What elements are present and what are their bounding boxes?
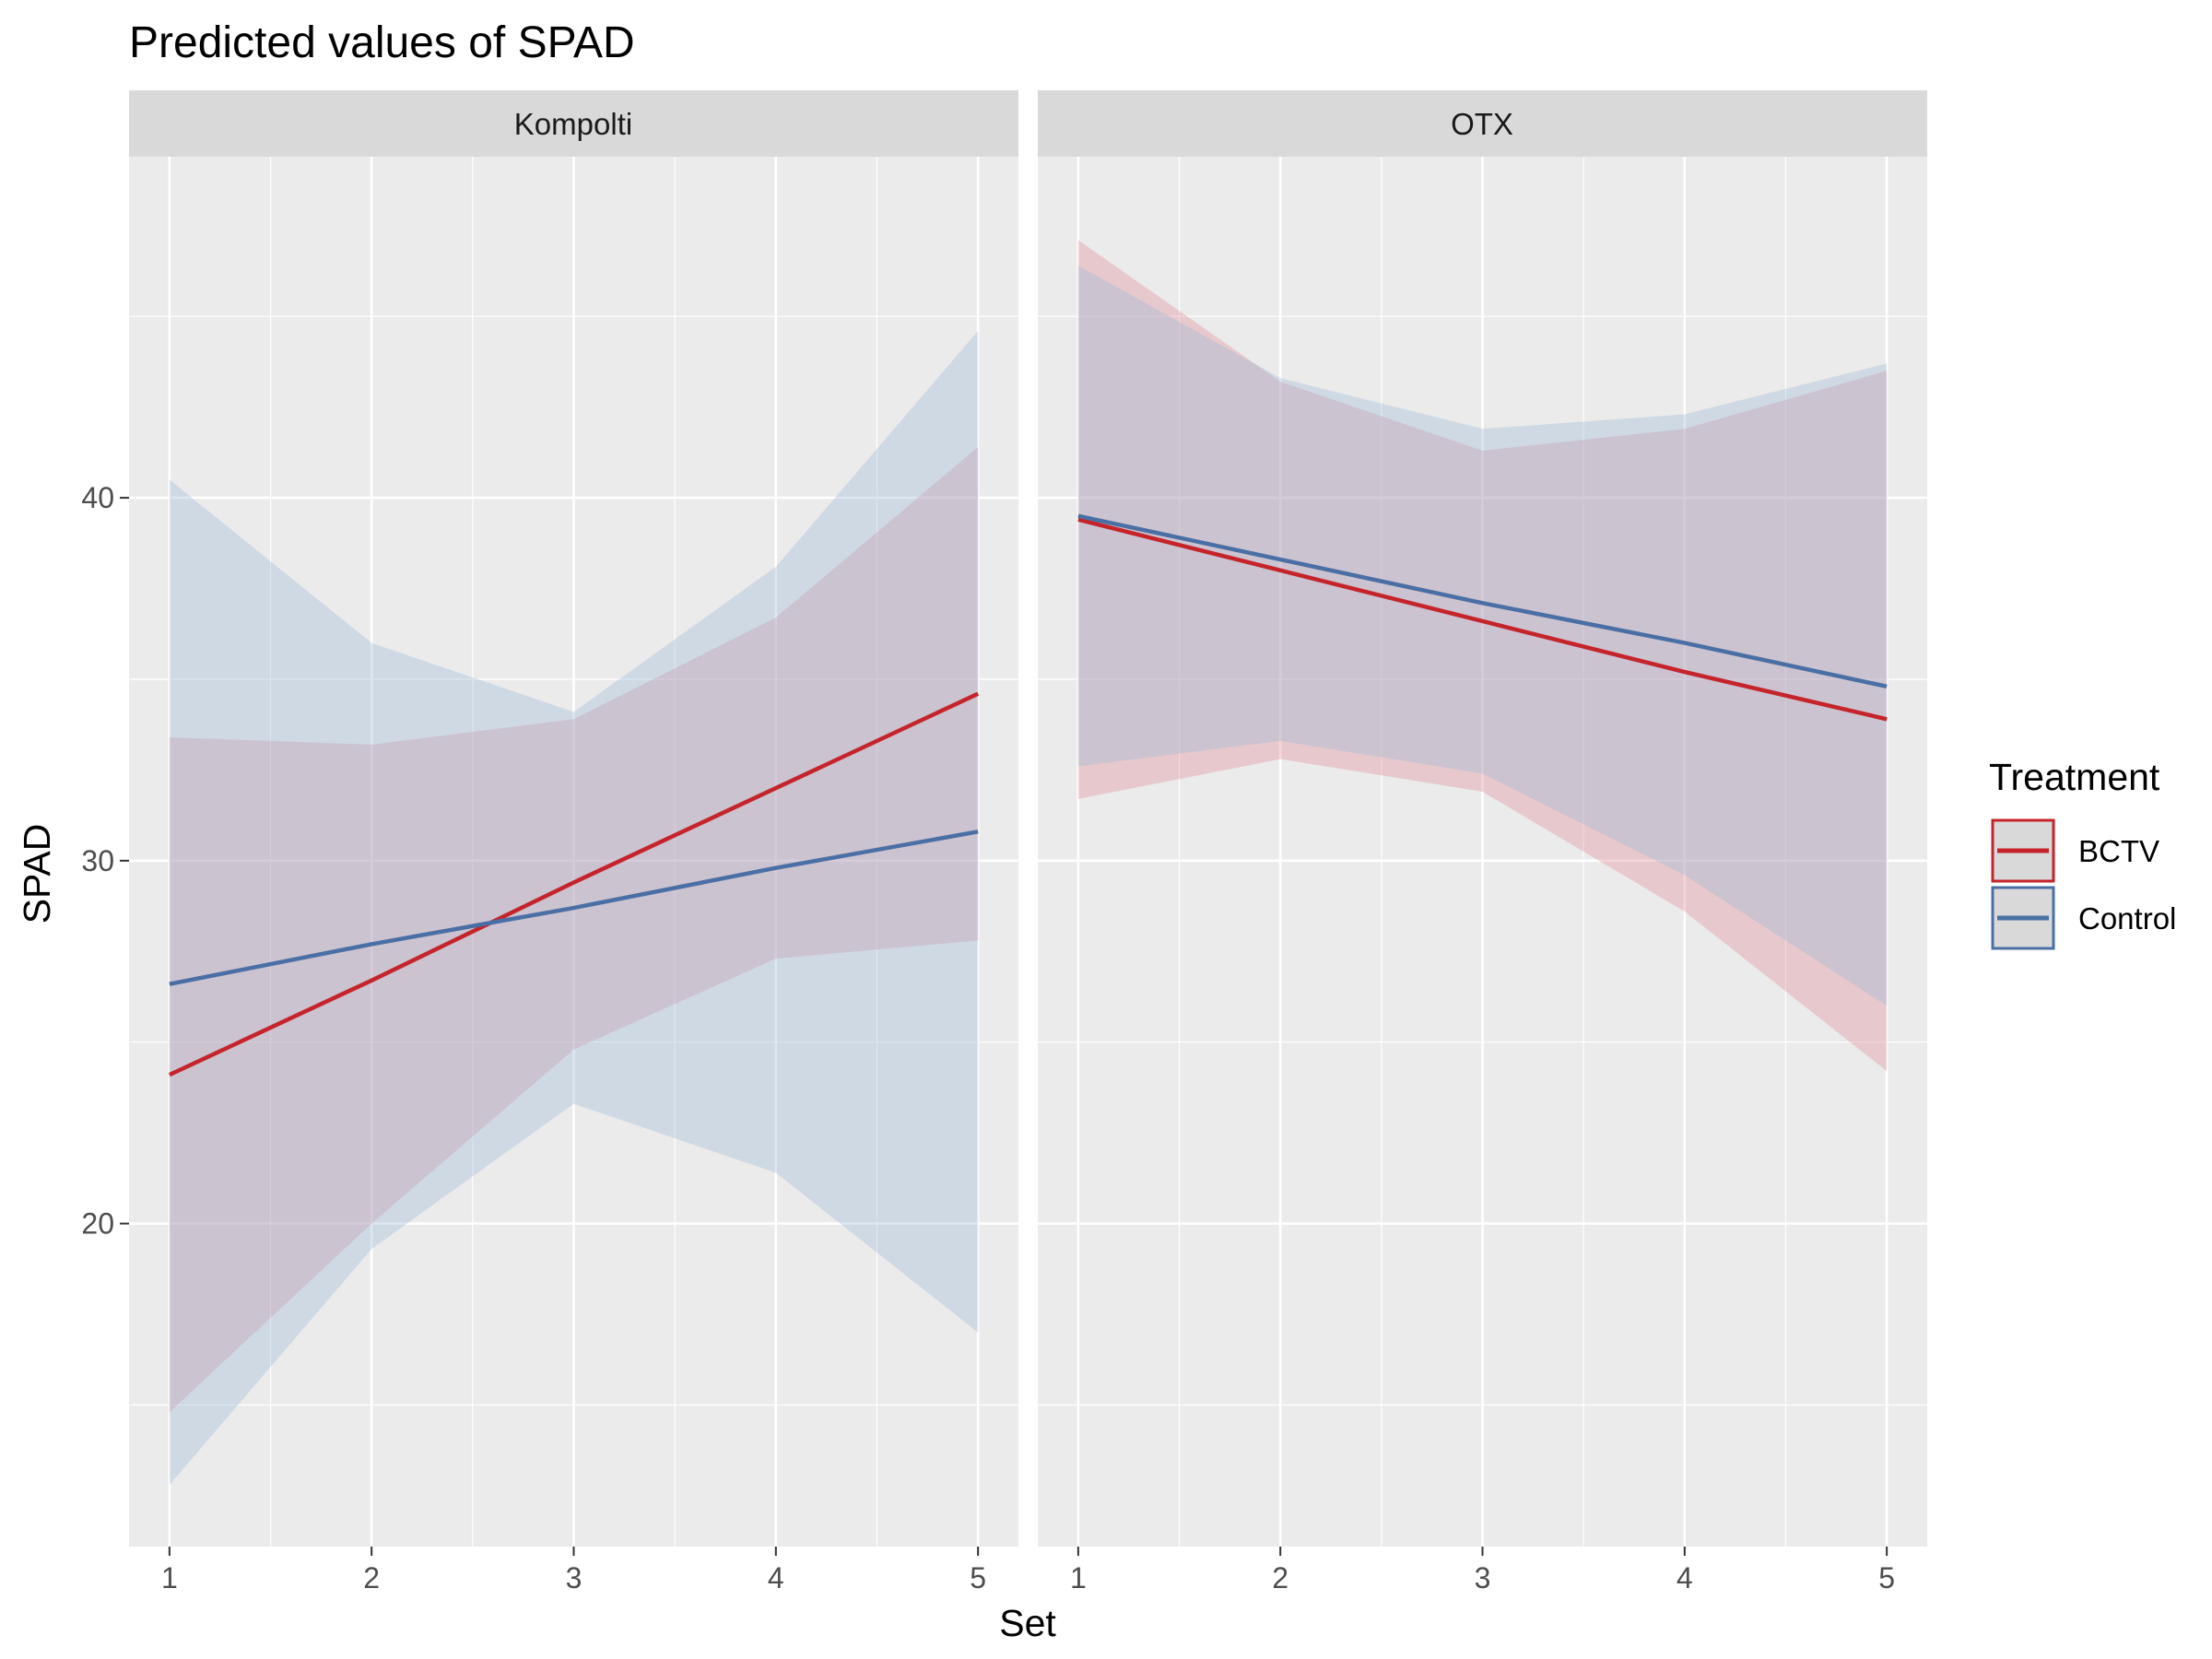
x-tick-label-5: 5 [1878, 1561, 1895, 1594]
lines-otx [1077, 513, 1888, 722]
x-tick-label-3: 3 [1475, 1561, 1491, 1594]
gridlines-kompolti [129, 157, 1018, 1547]
y-axis: 20 30 40 [81, 481, 129, 1241]
legend-label-bctv: BCTV [2078, 834, 2159, 868]
gridlines-otx [1038, 157, 1927, 1547]
y-tick-label-20: 20 [81, 1207, 114, 1241]
x-axis-kompolti: 1 2 3 4 5 [161, 1547, 986, 1594]
legend-title: Treatment [1989, 756, 2160, 798]
x-tick-label-5: 5 [970, 1561, 986, 1594]
y-tick-label-40: 40 [81, 481, 114, 514]
x-tick-label-3: 3 [566, 1561, 582, 1594]
legend-label-control: Control [2078, 901, 2176, 935]
facet-panel-otx: OTX [1038, 90, 1927, 1547]
x-tick-label-4: 4 [1677, 1561, 1693, 1594]
x-tick-label-4: 4 [768, 1561, 784, 1594]
ribbon-bctv [169, 446, 979, 1413]
x-axis-otx: 1 2 3 4 5 [1070, 1547, 1895, 1594]
x-axis-title: Set [999, 1602, 1056, 1644]
line-bctv [1077, 517, 1888, 722]
lines-kompolti [168, 691, 980, 1077]
ribbons-otx [1077, 240, 1888, 1072]
facet-label-otx: OTX [1451, 107, 1513, 141]
legend-item-bctv: BCTV [1991, 818, 2159, 883]
x-tick-label-2: 2 [1272, 1561, 1288, 1594]
facet-strip-otx [1038, 90, 1927, 157]
facet-label-kompolti: Kompolti [514, 107, 632, 141]
chart-title: Predicted values of SPAD [129, 18, 635, 67]
y-tick-label-30: 30 [81, 844, 114, 877]
legend-item-control: Control [1991, 886, 2176, 950]
y-axis-title: SPAD [16, 824, 58, 924]
x-tick-label-1: 1 [161, 1561, 178, 1594]
facet-strip-kompolti [129, 90, 1018, 157]
legend: Treatment BCTV Control [1989, 756, 2176, 950]
x-tick-label-2: 2 [363, 1561, 380, 1594]
facet-panel-kompolti: Kompolti [129, 90, 1018, 1547]
x-tick-label-1: 1 [1070, 1561, 1087, 1594]
line-bctv [168, 691, 980, 1077]
line-control [1077, 513, 1888, 689]
line-control [169, 830, 979, 986]
ribbon-bctv [1077, 240, 1888, 1072]
ribbon-control [1077, 265, 1888, 1006]
